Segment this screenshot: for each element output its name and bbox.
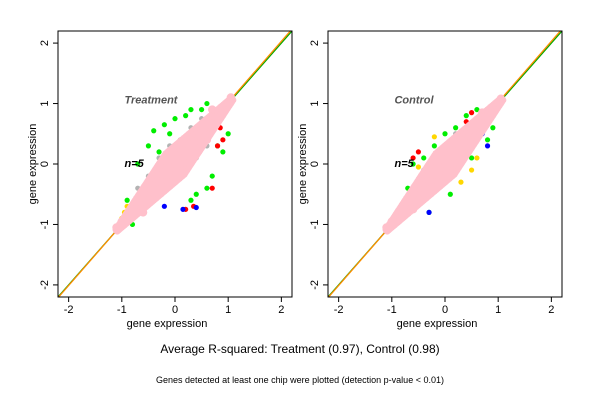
data-point bbox=[124, 197, 130, 203]
plot-area bbox=[58, 31, 292, 297]
x-axis-label: gene expression bbox=[397, 318, 478, 330]
data-point bbox=[193, 204, 199, 211]
data-point bbox=[484, 137, 491, 143]
y-tick-label: 1 bbox=[309, 100, 321, 106]
data-point bbox=[183, 113, 189, 119]
data-point bbox=[180, 206, 186, 212]
panel-title: Control bbox=[394, 95, 434, 107]
series-4 bbox=[415, 134, 480, 185]
y-tick-label: 2 bbox=[39, 40, 51, 46]
data-point bbox=[204, 100, 210, 107]
data-point bbox=[204, 185, 210, 191]
data-point bbox=[468, 110, 475, 116]
data-point bbox=[468, 155, 475, 161]
y-tick-label: -1 bbox=[309, 220, 321, 230]
r-squared-caption: Average R-squared: Treatment (0.97), Con… bbox=[160, 342, 440, 356]
x-tick-label: 1 bbox=[495, 304, 501, 316]
panel-title: Treatment bbox=[124, 95, 178, 107]
control-panel: -2 -1 0 1 2 -2 -1 0 1 2 gene expression gene expres… bbox=[297, 30, 563, 330]
sample-size-annotation: n=5 bbox=[124, 158, 144, 170]
data-point bbox=[463, 113, 469, 119]
series-3 bbox=[161, 203, 199, 212]
y-tick-label: 1 bbox=[39, 100, 51, 106]
data-point bbox=[220, 137, 226, 143]
data-point bbox=[167, 131, 173, 137]
data-point bbox=[431, 143, 437, 149]
data-point bbox=[135, 161, 141, 167]
data-point bbox=[209, 173, 215, 179]
data-point bbox=[151, 128, 157, 134]
data-point bbox=[442, 131, 448, 137]
x-tick-label: -2 bbox=[64, 304, 74, 316]
data-point bbox=[161, 122, 167, 128]
data-point bbox=[220, 149, 226, 155]
x-tick-label: 1 bbox=[225, 304, 231, 316]
plot-area bbox=[328, 31, 562, 297]
sample-size-annotation: n=5 bbox=[394, 158, 414, 170]
data-point bbox=[188, 106, 194, 113]
data-point bbox=[410, 155, 416, 161]
y-tick-label: -1 bbox=[39, 220, 51, 230]
y-axis-label: gene expression bbox=[27, 124, 39, 205]
x-tick-label: -1 bbox=[387, 304, 397, 316]
x-tick-label: 0 bbox=[442, 304, 448, 316]
point-density-band bbox=[112, 94, 237, 235]
data-point bbox=[474, 155, 480, 161]
treatment-panel: -2 -1 0 1 2 -2 -1 0 1 2 gene expression gene expres… bbox=[27, 30, 293, 330]
x-tick-label: -1 bbox=[117, 304, 127, 316]
data-point bbox=[188, 197, 194, 203]
data-point bbox=[474, 106, 480, 113]
y-tick-label: 0 bbox=[39, 161, 51, 167]
y-tick-label: -2 bbox=[39, 280, 51, 290]
data-point bbox=[415, 164, 422, 170]
data-point bbox=[161, 203, 167, 209]
data-point bbox=[214, 143, 221, 149]
data-point bbox=[447, 191, 453, 197]
data-point bbox=[145, 143, 152, 149]
x-tick-label: -2 bbox=[334, 304, 344, 316]
y-axis-label: gene expression bbox=[297, 124, 309, 205]
data-point bbox=[198, 106, 205, 113]
data-point bbox=[468, 167, 475, 173]
x-tick-label: 2 bbox=[548, 304, 554, 316]
point-density-band bbox=[382, 94, 507, 235]
data-point bbox=[426, 209, 432, 215]
data-point bbox=[421, 155, 427, 161]
x-tick-label: 0 bbox=[172, 304, 178, 316]
data-point bbox=[225, 131, 231, 137]
data-point bbox=[484, 143, 491, 149]
data-point bbox=[172, 116, 178, 122]
data-point bbox=[415, 149, 422, 155]
detection-footnote: Genes detected at least one chip were pl… bbox=[156, 375, 444, 385]
data-point bbox=[458, 179, 464, 185]
data-point bbox=[490, 125, 496, 131]
data-point bbox=[410, 161, 416, 167]
y-tick-label: -2 bbox=[309, 280, 321, 290]
y-tick-label: 0 bbox=[309, 161, 321, 167]
data-point bbox=[209, 185, 215, 191]
data-point bbox=[453, 125, 459, 131]
data-point bbox=[431, 134, 437, 140]
x-axis-label: gene expression bbox=[127, 318, 208, 330]
data-point bbox=[499, 96, 507, 104]
x-tick-label: 2 bbox=[278, 304, 284, 316]
data-point bbox=[156, 149, 162, 155]
y-tick-label: 2 bbox=[309, 40, 321, 46]
data-point bbox=[229, 96, 237, 104]
series-2 bbox=[183, 125, 226, 212]
data-point bbox=[193, 191, 199, 197]
